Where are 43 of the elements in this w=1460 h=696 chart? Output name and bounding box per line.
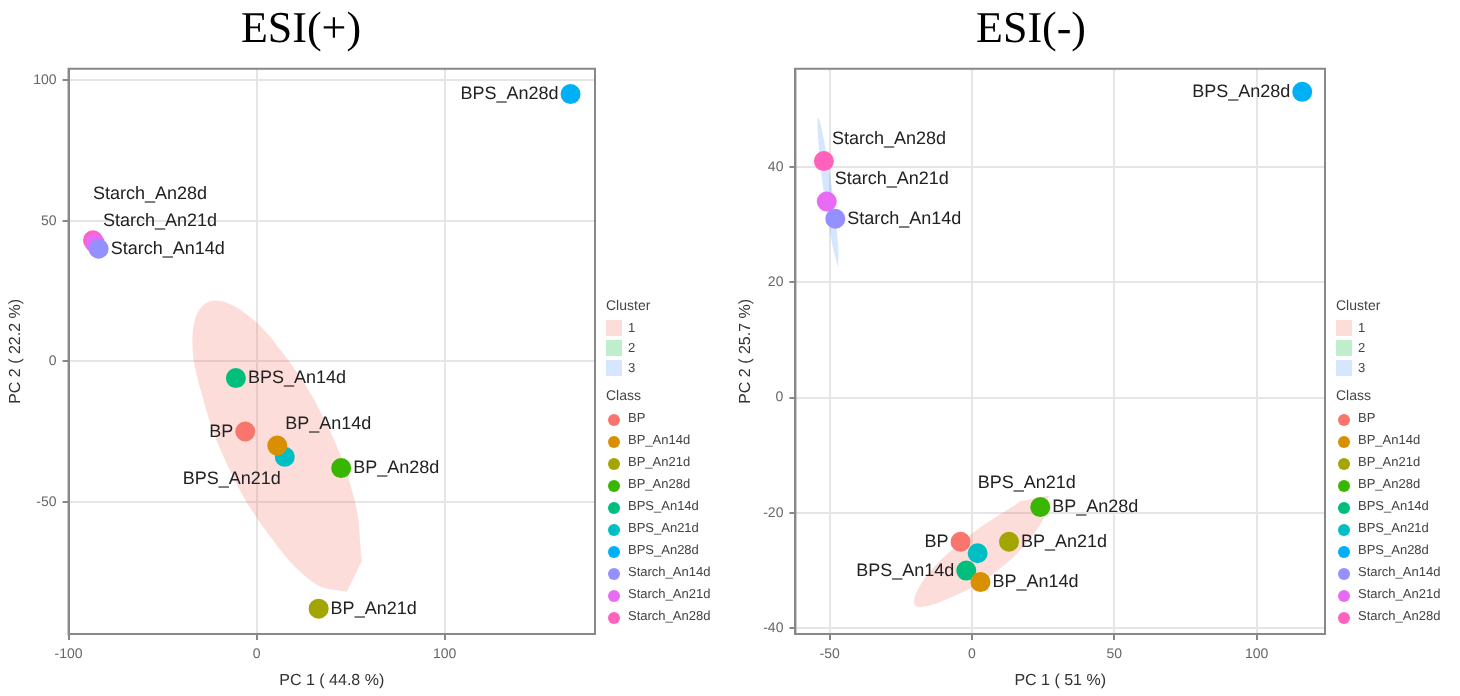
text: BPS_An28d (1192, 80, 1291, 101)
text: BPS_An14d (247, 367, 346, 388)
point (235, 421, 256, 442)
text: BP_An28d (353, 457, 440, 478)
text: BP (924, 530, 949, 551)
point (560, 84, 581, 105)
text: BPS_An14d (856, 559, 955, 580)
x-axis-title: PC 1 ( 44.8 %) (279, 670, 385, 689)
text: BPS_An21d (182, 467, 281, 488)
text: BP_An28d (1052, 496, 1139, 517)
y-axis-title: PC 2 ( 25.7 %) (736, 298, 755, 404)
point (225, 368, 246, 389)
text: Starch_An21d (834, 168, 949, 189)
text: BP_An21d (1020, 530, 1108, 551)
point (331, 458, 352, 479)
chart-title: ESI(-) (976, 1, 1086, 52)
text: Starch_An21d (102, 210, 217, 231)
text: BP (209, 420, 234, 441)
point (88, 238, 109, 259)
point (1030, 497, 1051, 518)
text: Starch_An28d (831, 128, 946, 149)
point (970, 572, 991, 593)
chart-title: ESI(+) (240, 1, 362, 52)
point (308, 598, 329, 619)
text: Starch_An14d (847, 207, 962, 228)
y-axis-title: PC 2 ( 22.2 %) (6, 298, 25, 404)
point (825, 208, 846, 229)
text: BP_An21d (330, 597, 417, 618)
point (956, 560, 977, 581)
text: BP_An14d (992, 571, 1079, 592)
text: BPS_An21d (977, 472, 1076, 493)
point (967, 543, 988, 564)
text: BPS_An28d (460, 83, 559, 104)
point (950, 531, 971, 552)
text: BP_An14d (285, 412, 372, 433)
point (1292, 81, 1313, 102)
point (998, 531, 1019, 552)
x-axis-title: PC 1 ( 51 %) (1014, 670, 1107, 689)
text: Starch_An14d (110, 237, 225, 258)
point (816, 191, 837, 212)
text: Starch_An28d (93, 183, 208, 204)
point (813, 151, 834, 172)
point (267, 435, 288, 456)
